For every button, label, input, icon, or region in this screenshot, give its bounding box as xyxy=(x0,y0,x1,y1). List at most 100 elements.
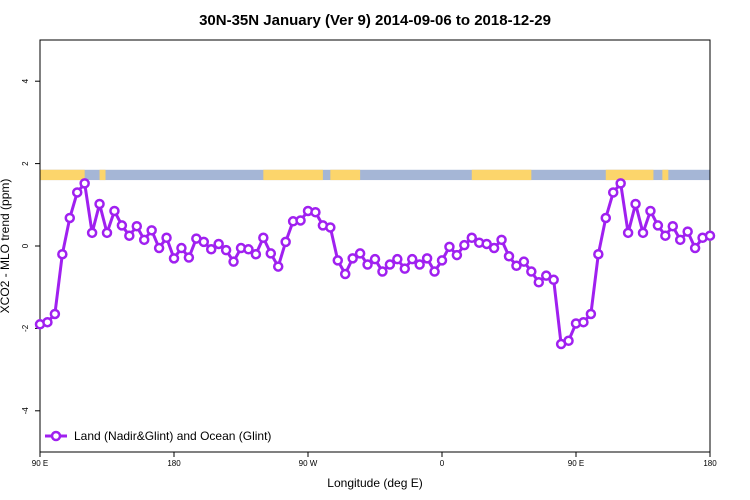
x-tick-label: 180 xyxy=(703,459,717,468)
data-point xyxy=(689,242,701,254)
data-point xyxy=(533,277,545,288)
data-point xyxy=(406,253,418,265)
data-point xyxy=(548,274,559,286)
data-point xyxy=(503,251,515,262)
data-point xyxy=(310,206,321,218)
data-point xyxy=(258,232,269,244)
land-band-segment xyxy=(40,169,85,181)
data-point xyxy=(518,256,530,267)
data-point xyxy=(347,253,358,264)
ocean-band xyxy=(40,169,710,181)
data-point xyxy=(176,242,187,254)
data-point xyxy=(146,225,157,236)
data-point xyxy=(243,244,254,255)
data-point xyxy=(451,249,463,261)
data-point xyxy=(339,268,351,280)
data-point xyxy=(183,252,195,263)
y-axis: -4 -2 0 2 4 xyxy=(21,78,40,414)
data-point xyxy=(607,187,619,198)
data-point xyxy=(637,227,649,239)
data-point xyxy=(392,253,403,265)
x-tick-label: 0 xyxy=(440,459,445,468)
land-band-segment xyxy=(662,169,669,181)
data-point xyxy=(213,238,224,250)
y-tick-label: 0 xyxy=(21,243,30,248)
y-axis-label: XCO2 - MLO trend (ppm) xyxy=(0,179,12,314)
data-point xyxy=(332,255,344,266)
data-point xyxy=(49,308,61,320)
data-point xyxy=(116,220,128,231)
data-point xyxy=(645,205,656,217)
data-point xyxy=(86,227,98,239)
data-point xyxy=(168,253,180,264)
data-point xyxy=(511,260,522,272)
data-point xyxy=(399,263,411,274)
data-point xyxy=(593,248,604,260)
data-point xyxy=(377,266,388,277)
data-point xyxy=(138,234,150,246)
data-point xyxy=(101,227,113,239)
data-point xyxy=(436,255,448,266)
x-tick-label: 90 E xyxy=(568,459,584,468)
data-point xyxy=(161,232,172,244)
land-band-segment xyxy=(471,169,532,181)
data-point xyxy=(64,212,76,224)
y-tick-label: -2 xyxy=(21,324,30,332)
land-band-segment xyxy=(263,169,323,181)
land-band-segment xyxy=(99,169,106,181)
y-tick-label: 4 xyxy=(21,78,30,83)
data-point xyxy=(459,239,470,251)
data-point xyxy=(228,256,239,267)
data-point xyxy=(585,308,597,320)
data-point xyxy=(369,253,381,265)
data-point xyxy=(444,241,455,253)
y-tick-label: -4 xyxy=(21,407,30,415)
data-point xyxy=(540,270,552,281)
data-point xyxy=(682,226,693,237)
land-band-segment xyxy=(330,169,361,181)
land-ocean-band xyxy=(40,169,710,181)
plot-frame xyxy=(39,39,711,453)
data-point xyxy=(354,248,366,259)
land-band-segment xyxy=(605,169,654,181)
x-tick-label: 90 W xyxy=(299,459,318,468)
data-point xyxy=(79,178,90,189)
data-point xyxy=(71,187,83,198)
data-point xyxy=(466,232,478,244)
data-point xyxy=(563,335,574,347)
y-tick-label: 2 xyxy=(21,161,30,166)
data-point xyxy=(496,234,507,246)
data-point xyxy=(220,244,232,256)
data-point xyxy=(131,220,143,232)
data-point xyxy=(265,248,277,259)
data-point xyxy=(205,244,217,255)
data-point xyxy=(481,238,492,250)
data-point xyxy=(153,242,165,254)
data-point xyxy=(42,316,53,328)
data-point xyxy=(622,227,634,239)
data-point xyxy=(429,266,440,277)
chart-title: 30N-35N January (Ver 9) 2014-09-06 to 20… xyxy=(199,12,551,29)
data-point xyxy=(272,261,284,272)
data-point xyxy=(198,236,210,248)
x-axis: 90 E 180 90 W 0 90 E 180 xyxy=(32,452,717,468)
data-point xyxy=(630,198,641,210)
data-point xyxy=(124,230,135,241)
x-tick-label: 180 xyxy=(167,459,181,468)
legend-marker xyxy=(50,430,62,442)
data-point xyxy=(660,230,671,241)
data-point xyxy=(384,259,396,270)
data-point xyxy=(704,230,716,241)
x-tick-label: 90 E xyxy=(32,459,48,468)
legend: Land (Nadir&Glint) and Ocean (Glint) xyxy=(45,429,271,443)
data-point xyxy=(295,215,306,226)
data-point xyxy=(578,316,589,328)
data-point xyxy=(94,198,105,210)
data-point xyxy=(667,220,679,232)
series-layer xyxy=(34,178,716,350)
data-point xyxy=(250,248,262,260)
data-point xyxy=(652,220,664,231)
data-point xyxy=(280,236,291,248)
data-point xyxy=(362,259,373,270)
